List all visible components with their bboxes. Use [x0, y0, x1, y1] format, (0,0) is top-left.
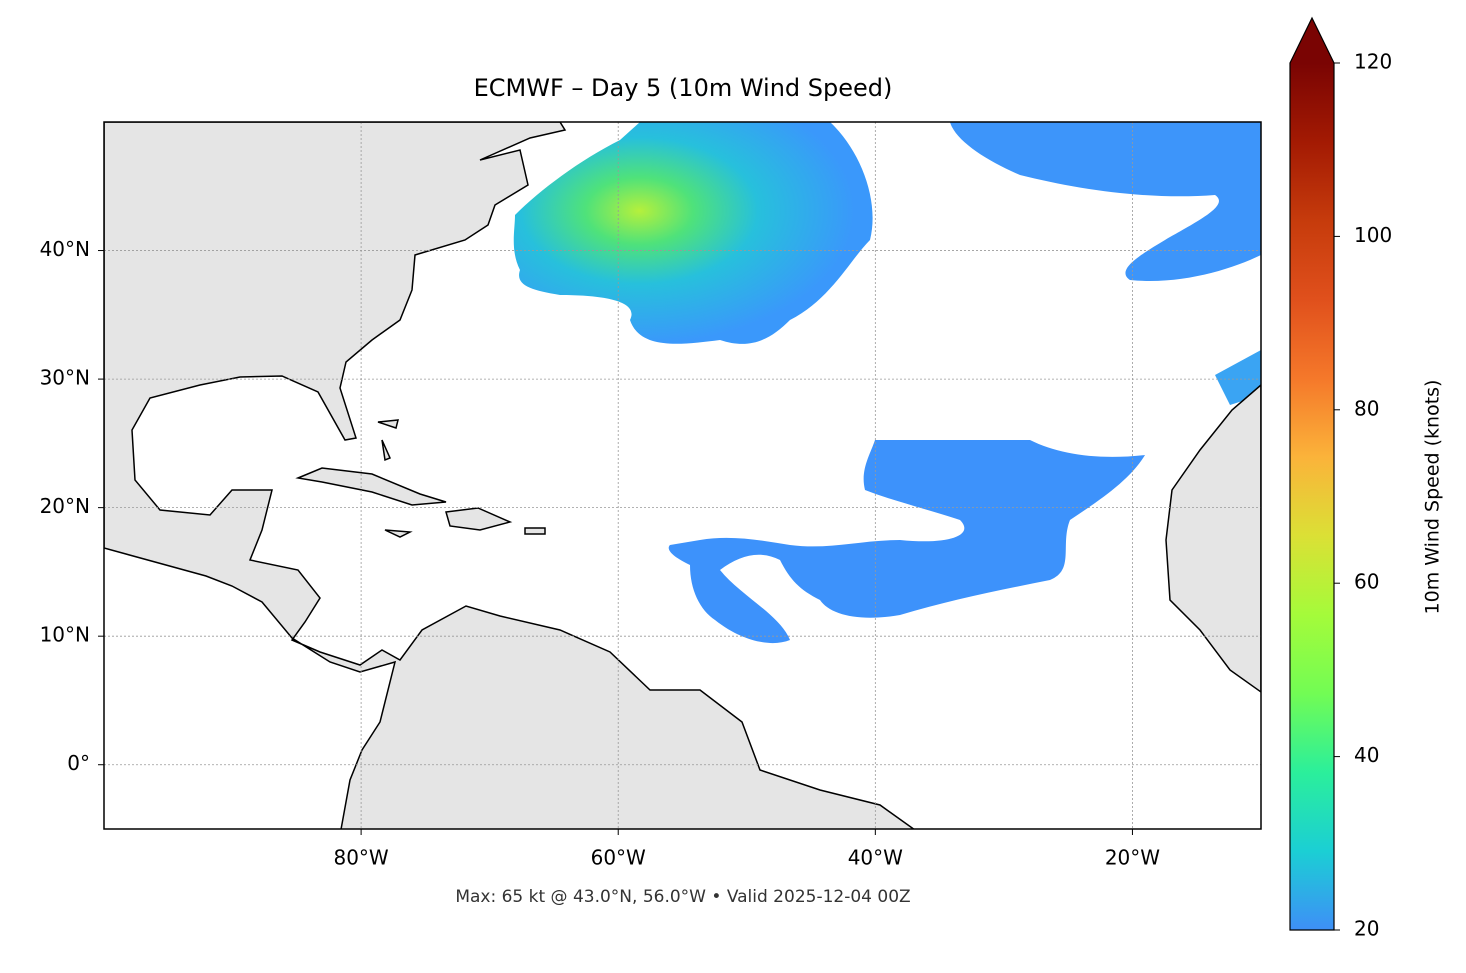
y-tick-label: 30°N: [40, 366, 90, 390]
chart-title: ECMWF – Day 5 (10m Wind Speed): [474, 74, 893, 102]
wind-area: [513, 122, 873, 344]
colorbar-outline: [1289, 16, 1335, 931]
colorbar-tick-label: 80: [1354, 396, 1379, 420]
island: [295, 419, 546, 538]
y-tick-label: 20°N: [40, 494, 90, 518]
colorbar-label: 10m Wind Speed (knots): [1422, 380, 1444, 615]
wind-field: [225, 122, 1261, 644]
colorbar-extend: [1290, 18, 1334, 63]
colorbar-tick-label: 100: [1354, 223, 1392, 247]
colorbar-tick-label: 120: [1354, 50, 1392, 74]
map-frame: [103, 121, 1262, 830]
land: [1165, 384, 1261, 693]
colorbar-tick-label: 20: [1354, 917, 1379, 941]
footnote: Max: 65 kt @ 43.0°N, 56.0°W • Valid 2025…: [455, 887, 910, 907]
x-tick-label: 20°W: [1105, 846, 1160, 870]
y-tick-label: 10°N: [40, 623, 90, 647]
colorbar-tick-label: 60: [1354, 570, 1379, 594]
wind-area: [950, 122, 1261, 281]
y-tick-label: 0°: [67, 751, 90, 775]
x-tick-label: 40°W: [848, 846, 903, 870]
map: [104, 122, 1261, 829]
y-tick-label: 40°N: [40, 237, 90, 261]
wind-area: [1215, 350, 1261, 405]
x-tick-label: 80°W: [333, 846, 388, 870]
wind-area: [668, 440, 1145, 644]
colorbar: [1290, 63, 1334, 930]
x-tick-label: 60°W: [591, 846, 646, 870]
colorbar-tick-label: 40: [1354, 743, 1379, 767]
